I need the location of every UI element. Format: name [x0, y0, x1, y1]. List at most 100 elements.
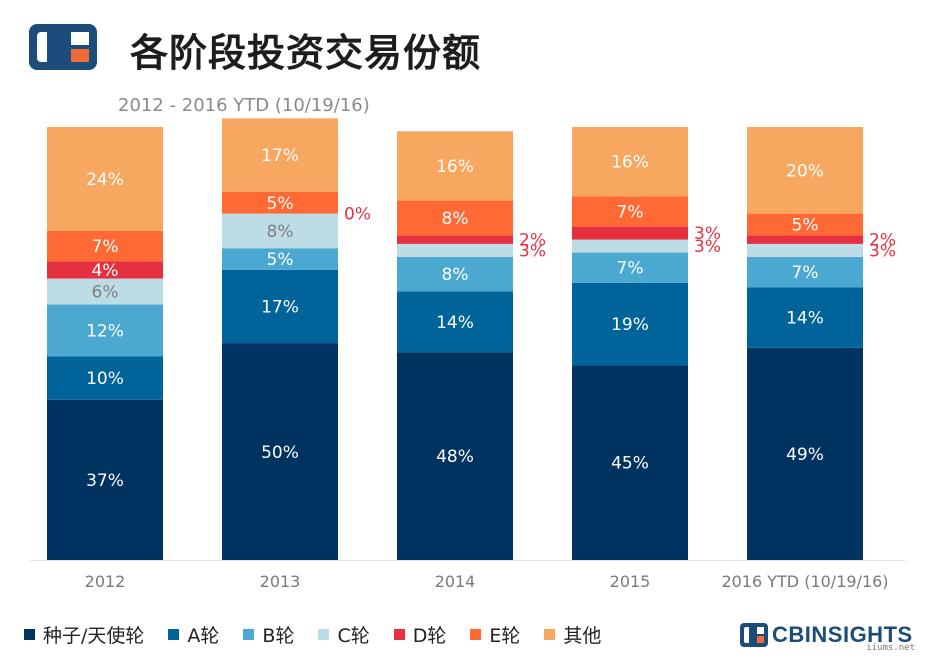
legend-swatch — [393, 628, 405, 640]
bar-segment — [47, 356, 163, 400]
data-label: 3% — [519, 241, 546, 261]
bar-segment — [572, 365, 688, 560]
legend-swatch — [470, 628, 482, 640]
legend-item: D轮 — [393, 621, 447, 648]
data-label: 14% — [786, 309, 824, 329]
legend-label: A轮 — [187, 624, 220, 647]
data-label: 14% — [436, 313, 474, 333]
bar-segment — [397, 235, 513, 244]
data-label: 10% — [86, 369, 124, 389]
data-label: 7% — [617, 202, 644, 222]
brand-name: CBINSIGHTS — [772, 622, 913, 648]
data-label: 5% — [267, 194, 294, 214]
data-label: 19% — [611, 315, 649, 335]
bar-segment — [47, 261, 163, 279]
cbinsights-brand: CBINSIGHTS — [740, 622, 913, 648]
bar-segment — [47, 230, 163, 262]
bar-segment — [747, 256, 863, 288]
cb-logo-icon — [29, 24, 97, 70]
bar-segment — [47, 127, 163, 231]
legend-label: B轮 — [262, 624, 295, 647]
bar-segment — [572, 226, 688, 240]
bar-segment — [572, 196, 688, 227]
legend-item: C轮 — [318, 621, 370, 648]
data-label: 8% — [442, 265, 469, 285]
bar-segment — [397, 131, 513, 201]
data-label: 2% — [519, 231, 546, 251]
legend-label: D轮 — [412, 624, 447, 647]
data-label: 6% — [92, 283, 119, 303]
bar-segment — [222, 191, 338, 214]
bar-segment — [572, 282, 688, 366]
bar-segment — [397, 291, 513, 353]
bar-segment — [747, 213, 863, 236]
legend-swatch — [24, 628, 35, 640]
legend-swatch — [243, 628, 255, 640]
x-tick-label: 2014 — [435, 572, 476, 591]
data-label: 2% — [869, 231, 896, 251]
data-label: 24% — [86, 170, 124, 190]
bar-segment — [572, 127, 688, 197]
bar-segment — [397, 256, 513, 292]
legend-label: E轮 — [489, 624, 521, 647]
legend-item: 种子/天使轮 — [24, 621, 144, 648]
bar-segment — [572, 239, 688, 253]
bar-segment — [47, 278, 163, 305]
legend-item: 其他 — [544, 621, 601, 648]
data-label: 37% — [86, 471, 124, 491]
bar-segment — [222, 248, 338, 270]
x-tick-label: 2015 — [610, 572, 651, 591]
bar-segment — [47, 304, 163, 357]
bar-segment — [747, 235, 863, 244]
x-tick-label: 2013 — [260, 572, 301, 591]
data-label: 20% — [786, 161, 824, 181]
legend-swatch — [318, 628, 330, 640]
bar-segment — [397, 352, 513, 560]
legend-label: C轮 — [337, 624, 370, 647]
data-label: 12% — [86, 322, 124, 342]
data-label: 16% — [611, 153, 649, 173]
bar-segment — [747, 347, 863, 560]
data-label: 5% — [792, 215, 819, 235]
bar-segment — [747, 243, 863, 257]
data-label: 0% — [344, 205, 371, 225]
page-title: 各阶段投资交易份额 — [130, 31, 482, 75]
brand-insights: INSIGHTS — [804, 622, 913, 647]
legend-item: B轮 — [243, 621, 294, 648]
data-label: 8% — [267, 222, 294, 242]
data-label: 45% — [611, 454, 649, 474]
cbinsights-icon — [740, 623, 768, 647]
data-label: 50% — [261, 443, 299, 463]
chart-subtitle: 2012 - 2016 YTD (10/19/16) — [118, 95, 370, 116]
data-label: 48% — [436, 447, 474, 467]
data-label: 3% — [694, 237, 721, 257]
data-label: 3% — [869, 241, 896, 261]
bar-segment — [747, 287, 863, 348]
stacked-bar-chart: 37% 10% 12% 6%4% 7% 24% 2012 50% 17% 5% 8% 0% 5% 17% 2… — [30, 118, 905, 591]
data-label: 7% — [617, 259, 644, 279]
bar-segment — [222, 343, 338, 560]
data-label: 3% — [694, 224, 721, 244]
data-label: 17% — [261, 146, 299, 166]
bar-segment — [397, 200, 513, 236]
data-label: 17% — [261, 298, 299, 318]
data-label: 8% — [442, 209, 469, 229]
bar-segment — [747, 127, 863, 214]
brand-cb: CB — [772, 622, 805, 647]
legend-swatch — [168, 628, 180, 640]
data-label: 5% — [267, 250, 294, 270]
bar-segment — [222, 269, 338, 344]
chart-legend: 种子/天使轮 A轮 B轮 C轮 D轮 E轮 其他 — [24, 620, 625, 648]
data-label: 49% — [786, 445, 824, 465]
bar-segment — [572, 252, 688, 283]
bar-segment — [397, 243, 513, 257]
bar-segment — [47, 399, 163, 560]
watermark: iiums.net — [866, 643, 915, 653]
data-label: 7% — [792, 263, 819, 283]
legend-item: E轮 — [470, 621, 520, 648]
bar-segment — [222, 213, 338, 249]
x-tick-label: 2012 — [85, 572, 126, 591]
data-label: 4% — [92, 261, 119, 281]
data-label: 16% — [436, 157, 474, 177]
legend-swatch — [544, 628, 556, 640]
